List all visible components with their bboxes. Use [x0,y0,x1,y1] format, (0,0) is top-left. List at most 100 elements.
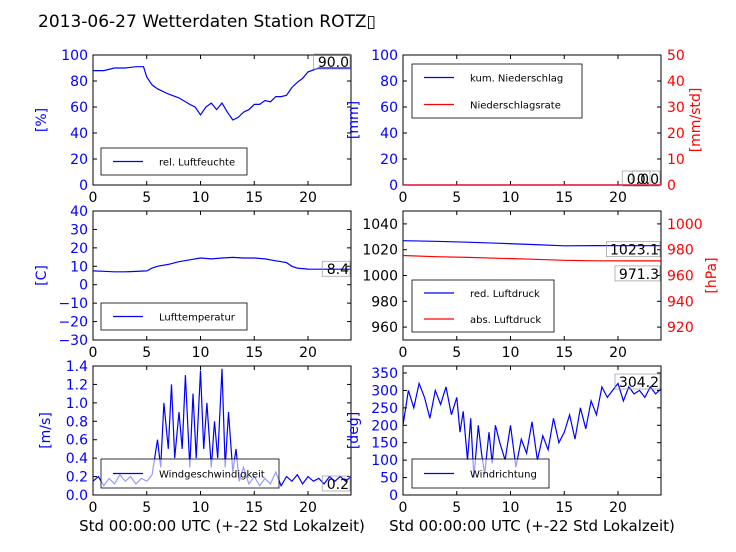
x-tick-label: 5 [452,345,461,361]
x-tick-label: 15 [245,190,263,206]
y-right-tick-label: 1000 [667,217,703,233]
x-tick-label: 15 [245,500,263,516]
x-tick-label: 10 [192,190,210,206]
x-axis-label: Std 00:00:00 UTC (+-22 Std Lokalzeit) [79,517,365,535]
x-tick-label: 5 [142,500,151,516]
y-tick-label: 350 [371,366,398,382]
legend-label: Windrichtung [470,470,537,481]
y-tick-label: 60 [380,100,398,116]
y-axis-label: [C] [34,265,50,286]
current-value-right-box [621,170,651,187]
y-tick-label: 0.8 [66,414,88,430]
y-tick-label: 40 [70,126,88,142]
current-value: 8.4 [327,262,349,278]
current-value-box [321,260,351,277]
y-right-tick-label: 20 [667,126,685,142]
x-tick-label: 15 [555,190,573,206]
series-line-red-luftdruck [403,240,661,247]
y-tick-label: 40 [70,204,88,220]
x-tick-label: 15 [555,345,573,361]
current-value-box [614,373,661,390]
legend-label: kum. Niederschlag [470,74,563,85]
y-tick-label: 150 [371,436,398,452]
x-tick-label: 20 [299,190,317,206]
legend: Windrichtung [411,458,550,489]
y-tick-label: 100 [61,48,88,64]
y-axis-label: [deg] [346,412,362,449]
legend-box [411,279,555,333]
series-line-rel-luftfeuchte [93,66,351,121]
y-tick-label: 250 [371,401,398,417]
axes-frame [92,365,352,496]
current-value-box [321,475,351,492]
x-tick-label: 0 [399,190,408,206]
y-tick-label: 980 [371,294,398,310]
x-tick-label: 5 [452,190,461,206]
y-tick-label: 0 [79,278,88,294]
y-tick-label: 200 [371,418,398,434]
current-value-right: 0.0 [627,172,649,188]
current-value-box [313,53,351,70]
x-tick-label: 10 [502,345,520,361]
x-tick-label: 0 [399,345,408,361]
panel-humidity: 0 5 10 15 20 0 20 40 60 80 100 [%] rel. Luftfeuchte 9… [34,48,352,206]
y-tick-label: 30 [70,222,88,238]
y-right-tick-label: 40 [667,74,685,90]
panel-temperature: 0 5 10 15 20 −30 −20 −10 0 10 20 30 40 [C] Lufttempera… [34,204,352,361]
y-tick-label: 20 [70,152,88,168]
x-tick-label: 20 [299,500,317,516]
series-line-lufttemperatur [93,256,351,273]
y-right-tick-label: 50 [667,48,685,64]
y-tick-label: 0.4 [66,451,88,467]
panel-precipitation: 0 5 10 15 20 0 20 40 60 80 100 0 10 20 30 40 50 [mm] [mm/s… [346,48,704,206]
current-value-box [606,241,661,258]
x-axis-label: Std 00:00:00 UTC (+-22 Std Lokalzeit) [389,517,675,535]
axes-frame [92,210,352,341]
x-tick-label: 10 [192,500,210,516]
y-tick-label: 0.0 [66,488,88,504]
x-tick-label: 0 [399,500,408,516]
y-tick-label: 0.2 [66,470,88,486]
x-tick-label: 0 [89,500,98,516]
x-tick-label: 5 [142,190,151,206]
x-tick-label: 0 [89,345,98,361]
y-tick-label: 100 [371,453,398,469]
y-right-tick-label: 920 [667,320,694,336]
y-tick-label: 0 [389,178,398,194]
x-tick-label: 15 [555,500,573,516]
panel-pressure: 0 5 10 15 20 960 980 1000 1020 1040 920 940 960 980 10… [362,210,720,361]
x-tick-label: 10 [502,500,520,516]
current-value: 1023.1 [610,243,659,259]
figure-title: 2013-06-27 Wetterdaten Station ROTZ▯ [38,12,376,32]
y-tick-label: 1000 [362,269,398,285]
current-value-right: 971.3 [619,267,659,283]
legend-label: red. Luftdruck [470,289,540,300]
x-tick-label: 0 [89,190,98,206]
y-tick-label: 960 [371,320,398,336]
y-right-tick-label: 10 [667,152,685,168]
y-tick-label: 100 [371,48,398,64]
legend: Windgeschwindigkeit [100,458,280,489]
legend-label: abs. Luftdruck [470,315,541,326]
legend: Lufttemperatur [100,302,248,331]
x-tick-label: 10 [192,345,210,361]
current-value: 0.0 [637,172,659,188]
y-tick-label: 0.6 [66,433,88,449]
y-tick-label: −20 [58,315,88,331]
series-line-abs-luftdruck [403,254,661,262]
y-tick-label: 60 [70,100,88,116]
y-right-tick-label: 980 [667,243,694,259]
series-line-windrichtung [403,381,661,478]
y-tick-label: 300 [371,383,398,399]
axes-frame [402,365,662,496]
y-axis-label: [m/s] [38,412,54,449]
x-tick-label: 20 [609,500,627,516]
y-tick-label: 0 [389,488,398,504]
y-axis-label: [mm] [346,101,362,139]
y-tick-label: 1.4 [66,359,88,375]
y-tick-label: 20 [70,241,88,257]
current-value: 304.2 [619,375,659,391]
axes-frame [92,54,352,186]
legend: red. Luftdruck abs. Luftdruck [411,279,555,333]
